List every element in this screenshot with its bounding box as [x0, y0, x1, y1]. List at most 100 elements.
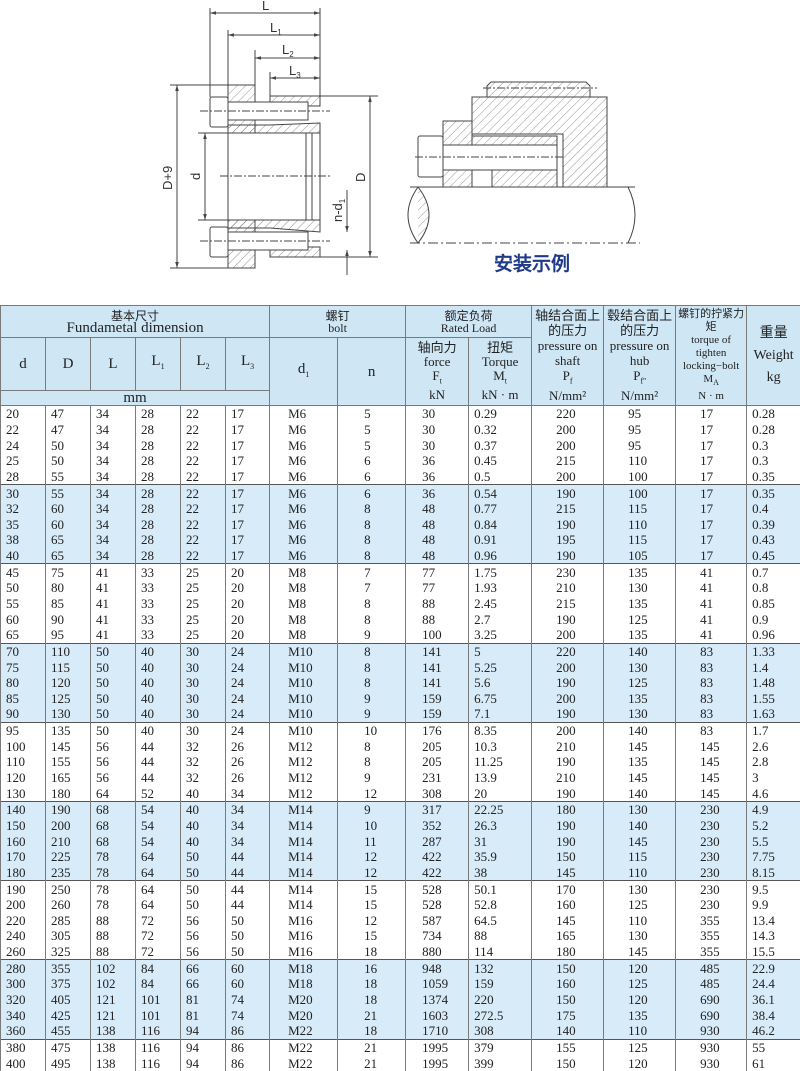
table-cell: 20: [226, 627, 270, 643]
table-cell: 200: [532, 722, 604, 738]
table-cell: 0.91: [469, 532, 532, 548]
table-cell: 8: [338, 548, 406, 564]
table-cell: 1710: [406, 1023, 469, 1039]
table-cell: 30: [406, 437, 469, 453]
table-cell: 8: [338, 643, 406, 659]
table-cell: 44: [226, 865, 270, 881]
table-cell: 8: [338, 596, 406, 612]
table-cell: 50: [91, 675, 136, 691]
table-cell: 60: [226, 960, 270, 976]
table-cell: 74: [226, 992, 270, 1008]
table-cell: 36: [406, 453, 469, 469]
table-cell: 34: [91, 453, 136, 469]
table-cell: 135: [604, 596, 676, 612]
table-cell: 150: [532, 960, 604, 976]
table-cell: 20: [226, 580, 270, 596]
table-cell: 95: [604, 422, 676, 438]
table-cell: 5: [469, 643, 532, 659]
table-cell: 140: [604, 818, 676, 834]
table-cell: 47: [46, 422, 91, 438]
table-cell: 0.45: [469, 453, 532, 469]
table-cell: 190: [532, 785, 604, 801]
table-cell: 528: [406, 897, 469, 913]
table-cell: 115: [604, 532, 676, 548]
table-cell: 56: [181, 913, 226, 929]
table-cell: 175: [532, 1007, 604, 1023]
table-cell: 130: [604, 928, 676, 944]
table-cell: 734: [406, 928, 469, 944]
table-cell: 125: [604, 1039, 676, 1055]
table-cell: 54: [136, 818, 181, 834]
table-cell: 33: [136, 627, 181, 643]
table-cell: 46.2: [747, 1023, 800, 1039]
table-cell: 10: [338, 722, 406, 738]
table-cell: 190: [532, 818, 604, 834]
table-cell: 115: [604, 849, 676, 865]
table-cell: 83: [676, 691, 747, 707]
table-cell: 200: [532, 469, 604, 485]
table-cell: 11: [338, 833, 406, 849]
table-cell: 8: [338, 516, 406, 532]
table-cell: 6: [338, 453, 406, 469]
table-cell: M14: [270, 833, 338, 849]
table-cell: 17: [676, 532, 747, 548]
table-cell: 14.3: [747, 928, 800, 944]
table-cell: 425: [46, 1007, 91, 1023]
table-cell: 190: [532, 706, 604, 722]
col-L3: L3: [226, 338, 270, 391]
table-cell: 94: [181, 1039, 226, 1055]
table-cell: 44: [136, 754, 181, 770]
table-cell: 422: [406, 849, 469, 865]
table-cell: 88: [91, 944, 136, 960]
table-cell: 220: [469, 992, 532, 1008]
table-cell: 25: [181, 627, 226, 643]
table-cell: 8: [338, 611, 406, 627]
table-cell: 17: [676, 406, 747, 422]
table-cell: 125: [604, 611, 676, 627]
table-cell: 180: [532, 944, 604, 960]
table-cell: M18: [270, 976, 338, 992]
table-cell: 28: [136, 532, 181, 548]
table-cell: 83: [676, 722, 747, 738]
table-cell: 0.8: [747, 580, 800, 596]
table-cell: 422: [406, 865, 469, 881]
table-cell: 44: [226, 897, 270, 913]
table-cell: 160: [532, 897, 604, 913]
table-cell: 31: [469, 833, 532, 849]
table-cell: 44: [226, 849, 270, 865]
table-cell: 75: [46, 564, 91, 580]
table-cell: 40: [136, 643, 181, 659]
table-cell: 21: [338, 1039, 406, 1055]
dim-label-L: L: [262, 0, 269, 13]
table-cell: 140: [1, 802, 46, 818]
table-cell: 340: [1, 1007, 46, 1023]
table-cell: M12: [270, 785, 338, 801]
table-cell: 22: [181, 453, 226, 469]
table-cell: M14: [270, 849, 338, 865]
table-cell: 60: [46, 501, 91, 517]
table-cell: M14: [270, 881, 338, 897]
table-cell: 55: [747, 1039, 800, 1055]
dim-label-L1: L1: [270, 20, 282, 37]
table-cell: 22: [181, 422, 226, 438]
table-cell: M8: [270, 627, 338, 643]
table-cell: 4.9: [747, 802, 800, 818]
table-cell: 64: [136, 849, 181, 865]
table-cell: 41: [676, 564, 747, 580]
table-cell: 0.96: [469, 548, 532, 564]
table-cell: 190: [532, 485, 604, 501]
table-cell: M16: [270, 913, 338, 929]
table-cell: 6: [338, 485, 406, 501]
dim-label-n-d1: n-d1: [330, 198, 347, 222]
table-cell: 101: [136, 992, 181, 1008]
table-cell: 0.43: [747, 532, 800, 548]
table-cell: M20: [270, 1007, 338, 1023]
table-cell: 85: [46, 596, 91, 612]
table-cell: 22: [181, 485, 226, 501]
